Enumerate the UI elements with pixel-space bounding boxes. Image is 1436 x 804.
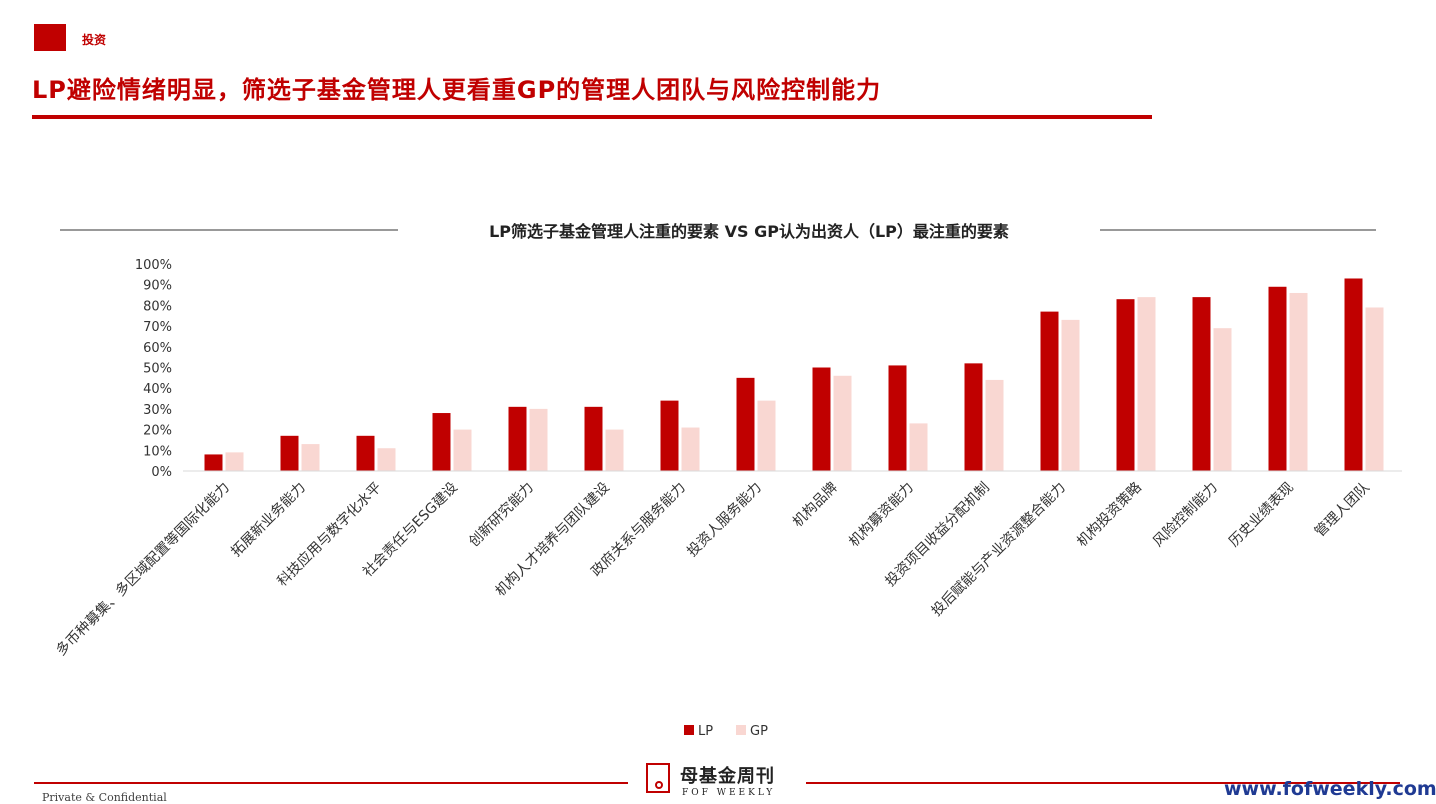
y-tick-label: 80% xyxy=(143,299,172,314)
bar-gp xyxy=(453,429,472,471)
section-tag: 投资 xyxy=(82,33,107,47)
bar-gp xyxy=(833,375,852,471)
bar-lp xyxy=(964,363,983,471)
y-tick-label: 40% xyxy=(143,382,172,397)
bar-gp xyxy=(1365,307,1384,471)
bar-lp xyxy=(508,406,527,471)
x-tick-label: 管理人团队 xyxy=(1312,480,1373,541)
y-tick-label: 70% xyxy=(143,320,172,335)
x-tick-label: 拓展新业务能力 xyxy=(228,480,309,561)
bar-lp xyxy=(584,406,603,471)
legend-swatch-gp xyxy=(736,725,746,735)
bar-gp xyxy=(301,444,320,471)
x-tick-label: 机构募资能力 xyxy=(846,480,917,551)
logo-text-cn: 母基金周刊 xyxy=(680,766,775,787)
bar-lp xyxy=(204,454,223,471)
bar-lp xyxy=(812,367,831,471)
bar-lp xyxy=(1268,286,1287,471)
bar-gp xyxy=(605,429,624,471)
website-link[interactable]: www.fofweekly.com xyxy=(1224,778,1436,800)
bar-gp xyxy=(985,379,1004,471)
title-underline xyxy=(32,115,1152,119)
logo-text-en: FOF WEEKLY xyxy=(682,788,776,798)
x-tick-label: 投资人服务能力 xyxy=(684,480,765,561)
logo-icon xyxy=(646,763,670,793)
bar-gp xyxy=(909,423,928,471)
x-tick-label: 历史业绩表现 xyxy=(1226,480,1297,551)
bar-gp xyxy=(1213,328,1232,471)
x-tick-label: 投后赋能与产业资源整合能力 xyxy=(929,480,1069,620)
bar-lp xyxy=(1040,311,1059,471)
bar-lp xyxy=(1192,297,1211,471)
y-tick-label: 50% xyxy=(143,362,172,377)
bar-lp xyxy=(1344,278,1363,471)
confidential-note: Private & Confidential xyxy=(42,791,167,804)
footer-rule-right xyxy=(806,782,1400,784)
y-tick-label: 100% xyxy=(135,258,172,273)
bar-gp xyxy=(1289,292,1308,471)
y-tick-label: 30% xyxy=(143,403,172,418)
bar-lp xyxy=(660,400,679,471)
x-tick-label: 机构品牌 xyxy=(789,479,841,531)
y-tick-label: 90% xyxy=(143,279,172,294)
bar-gp xyxy=(1061,319,1080,471)
legend-label-lp: LP xyxy=(698,724,713,739)
chart-title: LP筛选子基金管理人注重的要素 VS GP认为出资人（LP）最注重的要素 xyxy=(489,222,1009,241)
bar-lp xyxy=(888,365,907,471)
x-tick-label: 风险控制能力 xyxy=(1150,480,1221,551)
legend-swatch-lp xyxy=(684,725,694,735)
bar-lp xyxy=(356,435,375,471)
bar-gp xyxy=(377,448,396,471)
bar-gp xyxy=(1137,297,1156,471)
y-tick-label: 20% xyxy=(143,424,172,439)
bar-lp xyxy=(736,377,755,471)
bar-lp xyxy=(1116,299,1135,471)
logo-dot-icon xyxy=(655,781,663,789)
bar-gp xyxy=(529,408,548,471)
x-tick-label: 机构投资策略 xyxy=(1073,479,1144,550)
bar-chart: LP筛选子基金管理人注重的要素 VS GP认为出资人（LP）最注重的要素 0% 1… xyxy=(53,222,1402,739)
legend-label-gp: GP xyxy=(750,724,768,739)
bar-lp xyxy=(280,435,299,471)
bar-gp xyxy=(681,427,700,471)
x-tick-label: 多币种募集、多区域配置等国际化能力 xyxy=(53,479,233,659)
bar-lp xyxy=(432,413,451,471)
y-tick-label: 10% xyxy=(143,444,172,459)
footer-rule-left xyxy=(34,782,628,784)
y-tick-label: 60% xyxy=(143,341,172,356)
page-title: LP避险情绪明显，筛选子基金管理人更看重GP的管理人团队与风险控制能力 xyxy=(32,76,882,104)
bar-gp xyxy=(757,400,776,471)
y-tick-label: 0% xyxy=(151,465,172,480)
header-accent-block xyxy=(34,24,66,51)
bar-gp xyxy=(225,452,244,471)
x-tick-label: 创新研究能力 xyxy=(466,480,537,551)
